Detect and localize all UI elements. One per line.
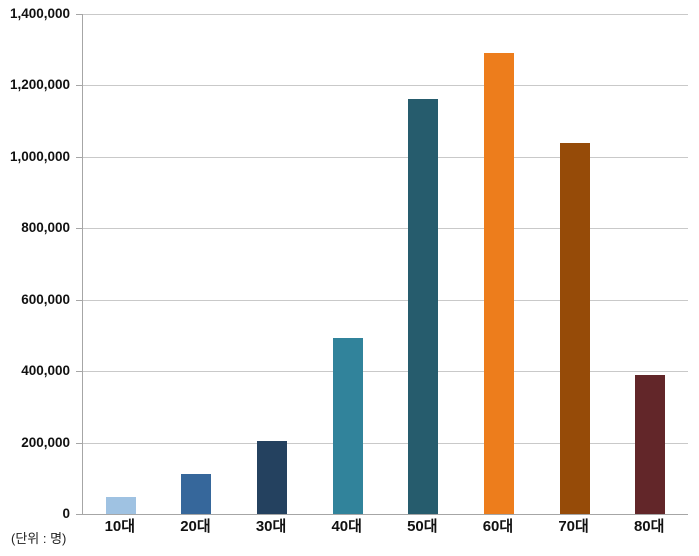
y-tick	[76, 299, 83, 301]
x-axis-label-20대: 20대	[180, 518, 211, 535]
bar-10대	[105, 496, 136, 514]
bar-60대	[483, 52, 514, 514]
y-axis-tick-label: 400,000	[21, 363, 70, 379]
y-tick	[76, 14, 83, 15]
x-axis-label-50대: 50대	[407, 518, 438, 535]
y-tick	[76, 371, 83, 373]
bar-80대	[635, 375, 666, 514]
plot-area	[76, 14, 688, 515]
bar-40대	[332, 338, 363, 514]
y-axis-tick-label: 600,000	[21, 291, 70, 307]
y-axis-tick-label: 800,000	[21, 220, 70, 236]
y-axis-tick-label: 1,000,000	[9, 148, 70, 164]
x-axis-label-60대: 60대	[482, 518, 514, 535]
y-tick	[76, 514, 83, 515]
gridline-800,000	[83, 228, 688, 230]
gridline-400,000	[83, 371, 688, 373]
y-axis-tick-label: 0	[62, 506, 70, 521]
y-axis-tick-label: 1,400,000	[9, 6, 70, 21]
gridline-1,000,000	[83, 156, 688, 158]
x-axis-label-10대: 10대	[104, 518, 136, 535]
y-tick	[76, 228, 83, 230]
gridline-1,400,000	[83, 14, 688, 15]
gridline-600,000	[83, 299, 688, 301]
bar-50대	[408, 99, 439, 514]
y-tick	[76, 156, 83, 158]
y-axis-tick-label: 200,000	[21, 434, 70, 450]
gridline-200,000	[83, 442, 688, 444]
bar-20대	[181, 474, 212, 514]
x-axis-label-70대: 70대	[558, 518, 589, 535]
unit-label: (단위 : 명)	[11, 531, 67, 546]
y-tick	[76, 85, 83, 87]
bar-70대	[559, 142, 590, 514]
x-axis-label-80대: 80대	[633, 518, 665, 535]
gridline-1,200,000	[83, 85, 688, 87]
x-axis-label-40대: 40대	[331, 518, 362, 535]
x-axis-label-30대: 30대	[255, 518, 287, 535]
y-axis-tick-label: 1,200,000	[9, 77, 70, 93]
y-tick	[76, 442, 83, 444]
bar-30대	[257, 440, 288, 514]
